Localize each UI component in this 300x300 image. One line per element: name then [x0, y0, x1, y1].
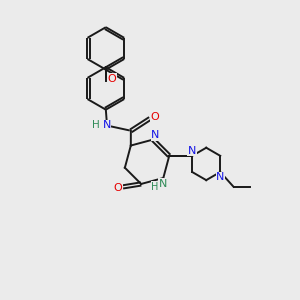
- Text: O: O: [107, 74, 116, 84]
- Text: H: H: [92, 120, 99, 130]
- Text: N: N: [188, 146, 196, 155]
- Text: N: N: [151, 130, 160, 140]
- Text: N: N: [158, 179, 167, 189]
- Text: H: H: [152, 182, 159, 192]
- Text: N: N: [216, 172, 224, 182]
- Text: O: O: [113, 183, 122, 194]
- Text: O: O: [151, 112, 159, 122]
- Text: N: N: [103, 120, 111, 130]
